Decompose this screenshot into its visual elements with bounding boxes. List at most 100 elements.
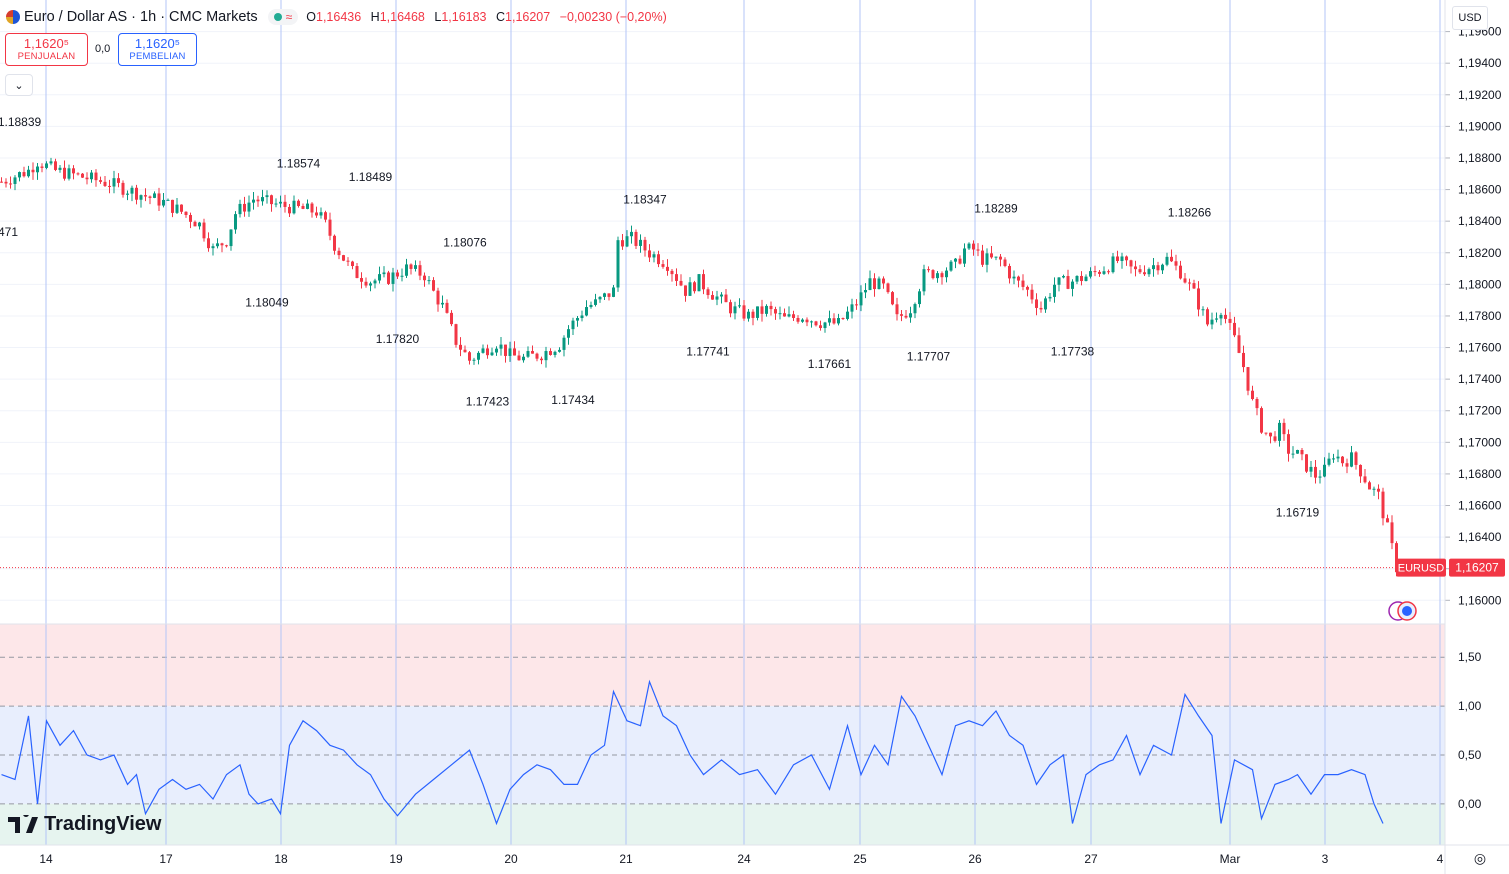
- candle-body: [472, 359, 476, 361]
- symbol-title[interactable]: Euro / Dollar AS · 1h · CMC Markets: [24, 9, 258, 25]
- candle-body: [1008, 265, 1011, 279]
- candle-body: [711, 295, 714, 300]
- sell-button[interactable]: 1,1620⁵ PENJUALAN: [5, 33, 88, 66]
- candle-body: [90, 172, 93, 180]
- candle-body: [1084, 276, 1088, 282]
- candle-body: [994, 256, 998, 258]
- candle-body: [612, 287, 615, 297]
- chart-header: Euro / Dollar AS · 1h · CMC Markets ≈ O1…: [0, 0, 1445, 34]
- candle-body: [351, 261, 354, 267]
- candle-body: [1314, 466, 1317, 478]
- time-axis-label: 4: [1437, 852, 1444, 866]
- candle-body: [166, 199, 170, 201]
- candle-body: [4, 181, 8, 184]
- candle-body: [1233, 322, 1236, 336]
- candle-body: [720, 294, 723, 297]
- candle-body: [1386, 518, 1389, 523]
- candle-body: [328, 219, 332, 236]
- candle-body: [216, 243, 219, 247]
- candle-body: [1291, 453, 1295, 455]
- candle-body: [895, 304, 899, 315]
- candle-body: [1017, 276, 1020, 281]
- candle-body: [769, 305, 773, 310]
- candle-body: [634, 231, 638, 246]
- candle-body: [130, 187, 134, 194]
- candle-body: [621, 240, 624, 247]
- candle-body: [1098, 271, 1101, 274]
- candle-body: [589, 304, 593, 308]
- candle-body: [774, 309, 777, 314]
- indicator-axis-label: 0,00: [1458, 797, 1482, 811]
- candle-body: [292, 200, 296, 214]
- price-axis-label: 1,17600: [1458, 341, 1502, 355]
- candle-body: [99, 180, 102, 182]
- collapse-button[interactable]: ⌄: [5, 74, 33, 96]
- tradingview-watermark[interactable]: TradingView: [8, 813, 161, 836]
- candle-body: [432, 280, 435, 291]
- price-axis-label: 1,18600: [1458, 183, 1502, 197]
- candle-body: [1282, 422, 1286, 435]
- candle-body: [729, 302, 732, 314]
- sell-price: 1,1620⁵: [23, 36, 70, 51]
- candle-body: [675, 274, 678, 281]
- candle-body: [49, 161, 53, 164]
- high-value: 1,16468: [379, 10, 425, 24]
- candle-body: [688, 282, 692, 296]
- candle-body: [72, 168, 75, 174]
- candle-body: [1107, 271, 1110, 273]
- candle-body: [499, 344, 503, 349]
- candle-body: [1170, 256, 1173, 262]
- price-axis-label: 1,18200: [1458, 246, 1502, 260]
- extreme-label: 1.17423: [466, 395, 510, 409]
- candle-body: [1093, 271, 1097, 273]
- candle-body: [504, 344, 507, 356]
- extreme-label: 1.17661: [808, 357, 852, 371]
- candle-body: [495, 348, 498, 353]
- candle-body: [337, 250, 341, 256]
- candle-body: [544, 351, 548, 361]
- market-status-pill[interactable]: ≈: [267, 9, 299, 25]
- candle-body: [517, 355, 521, 361]
- candle-body: [567, 329, 570, 338]
- candle-body: [108, 185, 111, 187]
- candle-body: [1278, 422, 1281, 441]
- candle-body: [342, 255, 345, 261]
- candle-body: [1287, 434, 1290, 454]
- settings-icon[interactable]: ◎: [1473, 850, 1487, 866]
- candle-body: [931, 270, 935, 279]
- candle-body: [508, 348, 512, 356]
- candle-body: [180, 204, 183, 212]
- candle-body: [477, 352, 480, 360]
- ohlc-readout: O1,16436 H1,16468 L1,16183 C1,16207 −0,0…: [306, 10, 667, 24]
- candle-body: [45, 163, 48, 168]
- candle-body: [706, 289, 710, 296]
- candle-body: [522, 356, 525, 361]
- candle-body: [144, 195, 147, 197]
- candle-body: [1372, 488, 1376, 490]
- candle-body: [1210, 319, 1214, 325]
- candle-body: [846, 311, 849, 319]
- candle-body: [0, 181, 3, 183]
- candle-body: [261, 197, 264, 202]
- time-axis-label: Mar: [1220, 852, 1241, 866]
- candle-body: [1296, 449, 1299, 454]
- candle-body: [958, 258, 962, 264]
- candle-body: [387, 272, 390, 284]
- candle-body: [1129, 260, 1133, 267]
- candle-body: [697, 274, 701, 292]
- candle-body: [738, 305, 741, 307]
- candles: [0, 157, 1398, 577]
- buy-button[interactable]: 1,1620⁵ PEMBELIAN: [118, 33, 197, 66]
- candle-body: [1143, 272, 1146, 275]
- candle-body: [1057, 277, 1061, 285]
- time-axis-label: 17: [159, 852, 173, 866]
- candle-body: [54, 161, 57, 170]
- currency-selector[interactable]: USD: [1452, 6, 1488, 30]
- last-price-tag: [1449, 558, 1505, 577]
- candle-body: [652, 254, 656, 258]
- candle-body: [450, 312, 453, 325]
- extreme-label: 1.18049: [245, 296, 289, 310]
- candle-body: [976, 249, 980, 251]
- time-axis-label: 19: [389, 852, 403, 866]
